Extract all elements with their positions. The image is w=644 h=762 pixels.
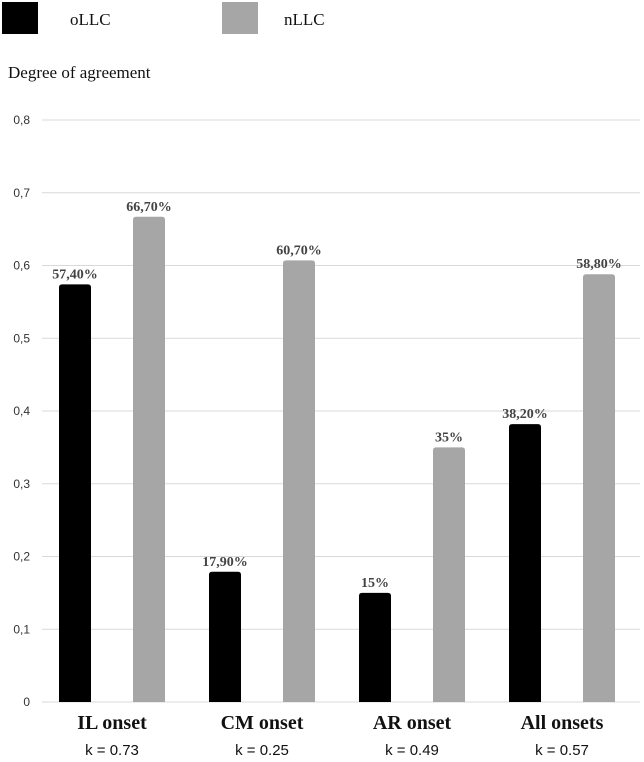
data-label: 17,90% [202,555,248,570]
data-label: 38,20% [502,407,548,422]
bar-nllc-1 [283,260,315,702]
y-tick-label: 0,3 [13,477,30,491]
y-tick-label: 0,4 [13,404,30,418]
bar-ollc-0 [59,284,91,702]
legend-swatch-nllc [222,2,258,34]
y-tick-label: 0,5 [13,331,30,345]
data-label: 35% [435,430,463,445]
y-tick-label: 0,6 [13,259,30,273]
data-label: 15% [361,576,389,591]
data-label: 66,70% [126,200,172,215]
category-label: All onsets [521,712,604,734]
legend: oLLC nLLC [2,2,325,34]
category-kappa-note: k = 0.25 [235,742,289,759]
category-kappa-note: k = 0.57 [535,742,589,759]
category-kappa-note: k = 0.49 [385,742,439,759]
y-tick-label: 0,8 [13,113,30,127]
data-label: 57,40% [52,267,98,282]
category-labels: IL onset k = 0.73 CM onset k = 0.25 AR onset… [77,712,603,759]
data-label: 58,80% [576,257,622,272]
bar-ollc-3 [509,424,541,702]
bars [59,216,615,702]
bar-nllc-3 [583,274,615,702]
bar-nllc-2 [433,447,465,702]
category-label: CM onset [221,712,304,734]
y-tick-label: 0 [23,695,30,709]
data-labels: 57,40% 66,70% 17,90% 60,70% 15% 35% 38,20% 58,8… [52,200,622,591]
legend-label-nllc: nLLC [284,10,325,29]
y-tick-label: 0,1 [13,622,30,636]
data-label: 60,70% [276,243,322,258]
legend-swatch-olllc [2,2,38,34]
y-tick-labels: 0 0,1 0,2 0,3 0,4 0,5 0,6 0,7 0,8 [13,113,30,709]
category-kappa-note: k = 0.73 [85,742,139,759]
bar-ollc-2 [359,592,391,702]
category-label: IL onset [77,712,147,734]
y-axis-title: Degree of agreement [8,63,151,82]
legend-label-olllc: oLLC [70,10,111,29]
y-tick-label: 0,7 [13,186,30,200]
bar-ollc-1 [209,571,241,702]
category-label: AR onset [373,712,452,734]
bar-nllc-0 [133,216,165,702]
y-tick-label: 0,2 [13,550,30,564]
